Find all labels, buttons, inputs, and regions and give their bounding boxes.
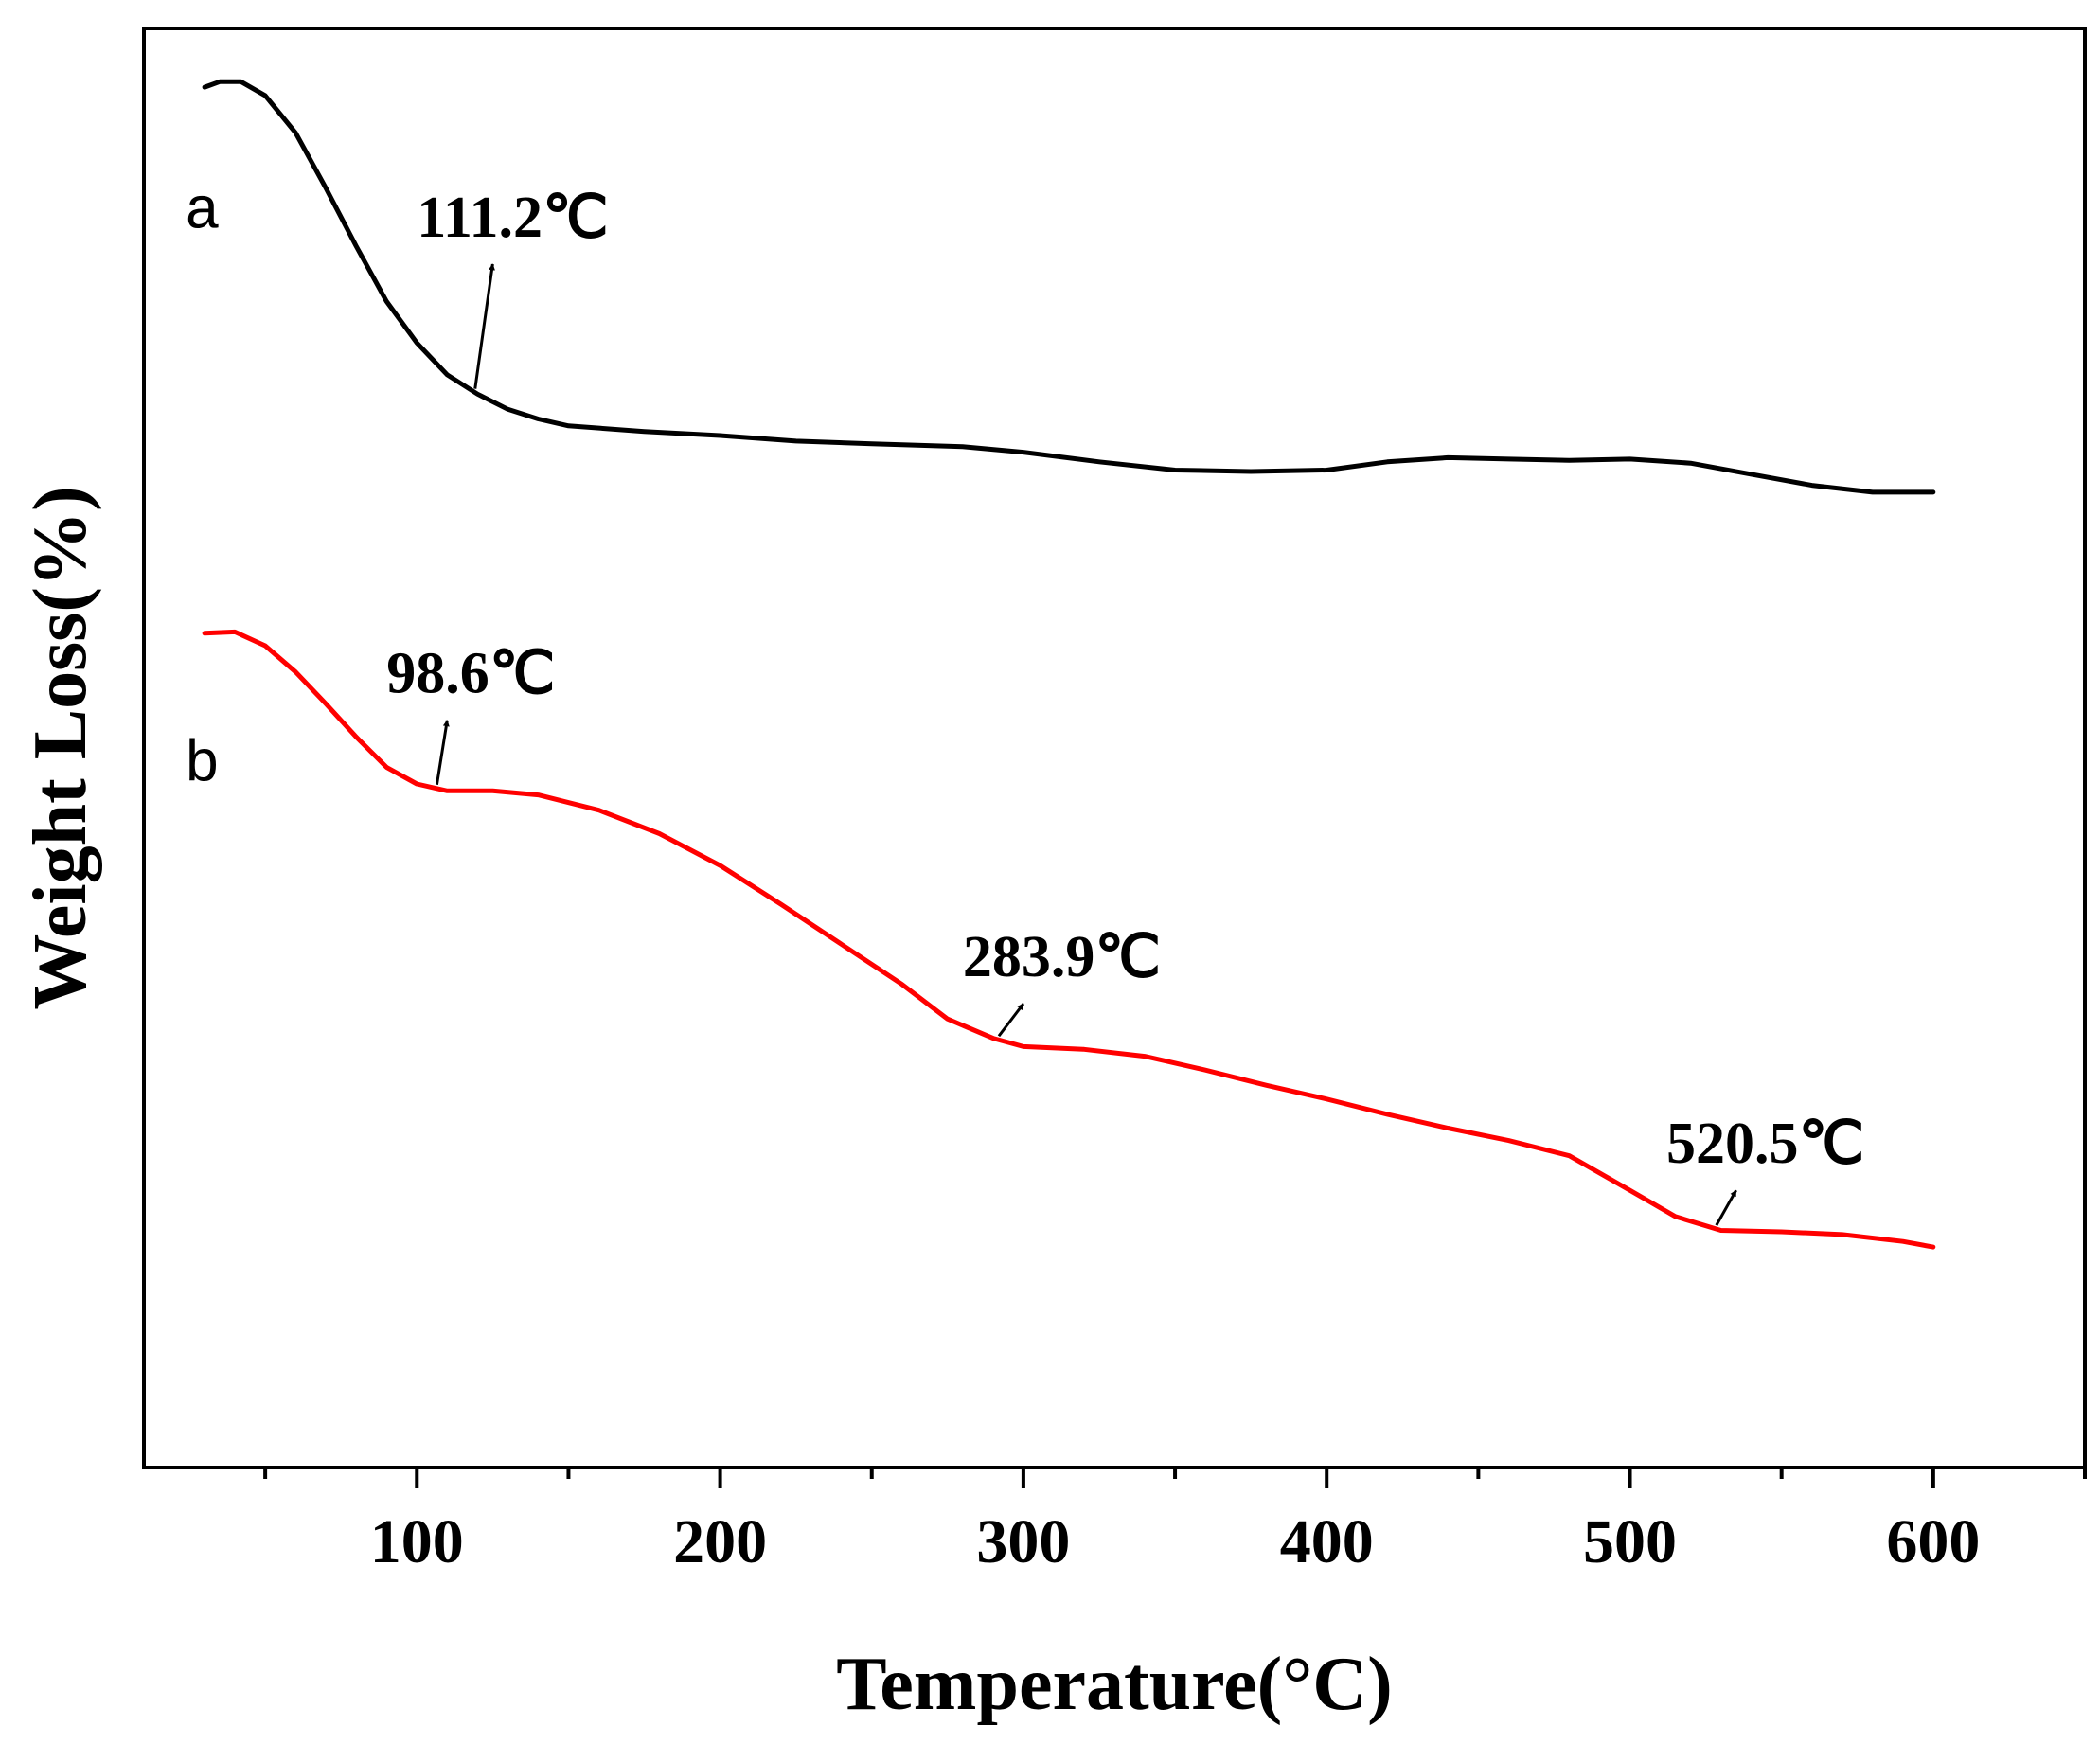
x-tick-label: 500 — [1583, 1507, 1677, 1576]
annotations-layer: 111.2℃ 98.6℃ 283.9℃ 520.5℃ — [386, 186, 1864, 1226]
annotation-label: 111.2℃ — [417, 186, 608, 250]
series-a-line — [202, 79, 1936, 495]
annotation-label: 520.5℃ — [1666, 1112, 1864, 1176]
annotation-arrow — [997, 1003, 1025, 1038]
x-axis-tick-labels: 100 200 300 400 500 600 — [370, 1507, 1981, 1576]
annotation-arrow — [1715, 1189, 1737, 1226]
x-tick-label: 100 — [370, 1507, 464, 1576]
x-tick-label: 400 — [1280, 1507, 1374, 1576]
annotation-arrow — [435, 720, 450, 786]
x-tick-label: 300 — [976, 1507, 1070, 1576]
x-tick-label: 600 — [1886, 1507, 1980, 1576]
x-tick-label: 200 — [673, 1507, 767, 1576]
series-b-label: b — [186, 729, 218, 794]
series-b-line — [202, 629, 1936, 1250]
plot-frame — [142, 27, 2087, 1469]
annotation-label: 283.9℃ — [963, 925, 1161, 989]
annotation-label: 98.6℃ — [386, 642, 555, 706]
annotation-arrow — [473, 263, 495, 389]
x-axis-title: Temperature(°C) — [836, 1643, 1392, 1726]
series-layer: ab — [186, 79, 1936, 1250]
y-axis-title: Weight Loss(%) — [19, 486, 102, 1009]
x-axis-ticks — [263, 1468, 2087, 1488]
series-a-label: a — [186, 176, 219, 241]
